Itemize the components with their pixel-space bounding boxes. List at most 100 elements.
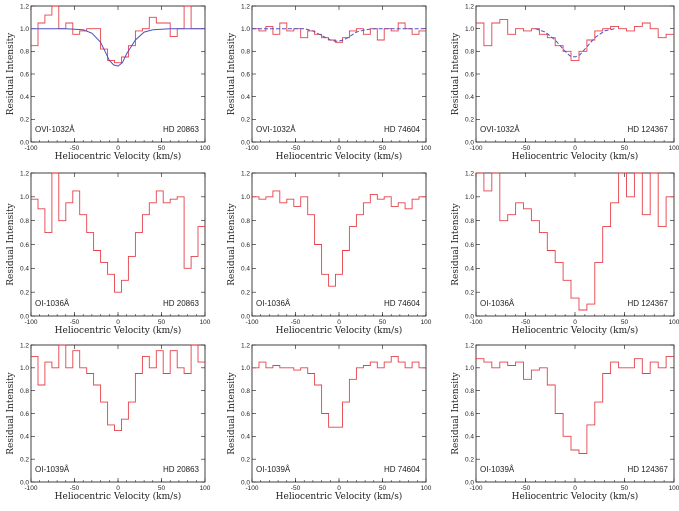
x-tick-label: -100 — [469, 319, 482, 326]
y-tick-label: 1.2 — [465, 170, 474, 177]
y-axis-label: Residual Intensity — [6, 202, 16, 285]
y-tick-label: 0.6 — [20, 411, 29, 418]
y-tick-label: 0.0 — [465, 139, 474, 146]
y-tick-label: 1.0 — [465, 26, 474, 33]
y-tick-label: 0.0 — [241, 479, 250, 486]
y-tick-label: 1.2 — [20, 342, 29, 349]
star-label: HD 20863 — [163, 299, 200, 308]
x-tick-label: 50 — [158, 145, 166, 152]
y-tick-label: 0.6 — [465, 71, 474, 78]
star-label: HD 20863 — [163, 125, 200, 134]
data-steps — [31, 172, 205, 293]
x-tick-label: 0 — [337, 485, 341, 492]
y-tick-label: 1.0 — [241, 365, 250, 372]
species-label: OVI-1032Å — [256, 125, 296, 134]
y-tick-label: 0.4 — [465, 266, 474, 273]
y-tick-label: 0.4 — [241, 94, 250, 101]
x-axis-label: Heliocentric Velocity (km/s) — [276, 151, 403, 162]
species-label: OVI-1032Å — [480, 125, 520, 134]
y-tick-label: 0.6 — [465, 242, 474, 249]
y-tick-label: 1.0 — [20, 365, 29, 372]
data-steps — [476, 172, 674, 311]
star-label: HD 74604 — [384, 465, 421, 474]
y-tick-label: 0.2 — [465, 117, 474, 124]
y-tick-label: 1.2 — [241, 170, 250, 177]
x-tick-label: -100 — [469, 145, 482, 152]
y-tick-label: 0.8 — [20, 218, 29, 225]
x-tick-label: -100 — [245, 145, 258, 152]
y-tick-label: 0.6 — [465, 411, 474, 418]
x-tick-label: 50 — [158, 485, 166, 492]
y-tick-label: 0.0 — [465, 479, 474, 486]
x-tick-label: 0 — [116, 485, 120, 492]
x-tick-label: 50 — [621, 319, 629, 326]
y-tick-label: 0.4 — [241, 434, 250, 441]
y-tick-label: 0.8 — [465, 218, 474, 225]
y-tick-label: 1.0 — [465, 365, 474, 372]
x-tick-label: -50 — [70, 485, 80, 492]
y-tick-label: 0.4 — [465, 94, 474, 101]
x-tick-label: 100 — [669, 319, 679, 326]
x-tick-label: -100 — [24, 485, 37, 492]
y-axis-label: Residual Intensity — [6, 32, 16, 115]
x-tick-label: 0 — [337, 145, 341, 152]
x-axis-label: Heliocentric Velocity (km/s) — [55, 151, 182, 162]
y-tick-label: 0.2 — [465, 289, 474, 296]
x-tick-label: 0 — [573, 319, 577, 326]
y-tick-label: 0.6 — [20, 71, 29, 78]
x-axis-label: Heliocentric Velocity (km/s) — [512, 325, 639, 336]
x-tick-label: 100 — [200, 319, 211, 326]
x-axis-label: Heliocentric Velocity (km/s) — [55, 491, 182, 502]
x-tick-label: -50 — [291, 145, 301, 152]
species-label: OI-1036Å — [35, 299, 70, 308]
y-tick-label: 0.2 — [20, 456, 29, 463]
x-tick-label: 50 — [621, 145, 629, 152]
x-tick-label: -50 — [521, 145, 531, 152]
y-axis-label: Residual Intensity — [451, 32, 461, 115]
y-axis-label: Residual Intensity — [6, 371, 16, 454]
y-tick-label: 1.0 — [20, 194, 29, 201]
data-steps — [252, 22, 426, 43]
data-steps — [31, 5, 205, 64]
y-tick-label: 0.8 — [241, 49, 250, 56]
x-axis-label: Heliocentric Velocity (km/s) — [276, 491, 403, 502]
plot-frame — [475, 344, 675, 483]
x-tick-label: 50 — [379, 485, 387, 492]
y-tick-label: 0.8 — [241, 218, 250, 225]
x-tick-label: 50 — [379, 145, 387, 152]
y-axis-label: Residual Intensity — [451, 202, 461, 285]
x-tick-label: 0 — [337, 319, 341, 326]
y-tick-label: 0.2 — [241, 117, 250, 124]
species-label: OI-1039Å — [480, 465, 515, 474]
data-steps — [476, 355, 674, 454]
x-tick-label: -100 — [245, 319, 258, 326]
fit-curve — [535, 28, 615, 58]
y-tick-label: 0.0 — [20, 139, 29, 146]
y-tick-label: 1.0 — [465, 194, 474, 201]
species-label: OI-1036Å — [480, 299, 515, 308]
x-tick-label: 100 — [421, 485, 432, 492]
y-tick-label: 0.6 — [241, 242, 250, 249]
x-tick-label: -100 — [469, 485, 482, 492]
x-tick-label: 100 — [421, 319, 432, 326]
species-label: OI-1036Å — [256, 299, 291, 308]
y-tick-label: 0.8 — [241, 388, 250, 395]
y-tick-label: 0.0 — [465, 313, 474, 320]
x-tick-label: 0 — [573, 145, 577, 152]
y-axis-label: Residual Intensity — [227, 371, 237, 454]
x-tick-label: -50 — [70, 319, 80, 326]
y-tick-label: 0.2 — [465, 456, 474, 463]
star-label: HD 74604 — [384, 299, 421, 308]
y-tick-label: 0.8 — [465, 49, 474, 56]
x-tick-label: 50 — [379, 319, 387, 326]
x-axis-label: Heliocentric Velocity (km/s) — [512, 151, 639, 162]
star-label: HD 74604 — [384, 125, 421, 134]
